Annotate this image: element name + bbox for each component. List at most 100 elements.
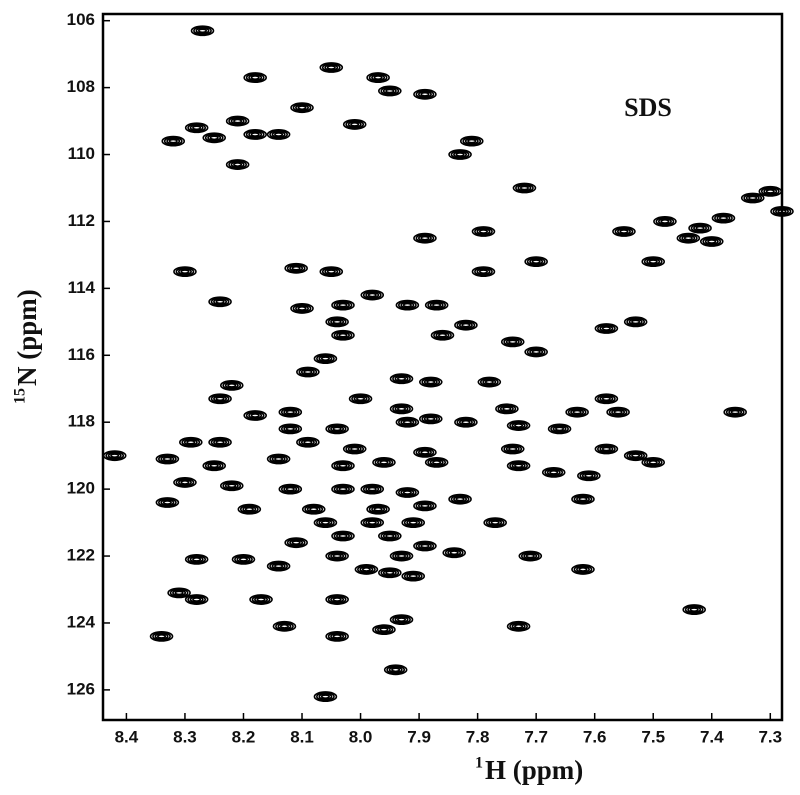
contour-ring <box>453 151 468 158</box>
contour-ring <box>454 319 478 331</box>
contour-ring <box>105 451 125 461</box>
contour-ring <box>500 443 525 455</box>
y-tick-label: 118 <box>68 412 95 431</box>
contour-ring <box>631 319 641 325</box>
contour-ring <box>458 418 473 426</box>
contour-ring <box>420 235 430 241</box>
y-axis-label-sup: 15 <box>12 388 29 404</box>
y-axis-label-group: N (ppm) 15 <box>12 289 43 404</box>
peak <box>102 450 127 462</box>
contour-ring <box>248 74 263 81</box>
contour-ring <box>420 543 430 549</box>
contour-ring <box>716 214 731 222</box>
contour-ring <box>162 456 172 462</box>
peak <box>155 497 180 508</box>
y-axis-label: N (ppm) <box>12 289 42 386</box>
contour-ring <box>361 567 371 572</box>
peak <box>296 366 320 378</box>
contour-ring <box>202 460 227 472</box>
contour-ring <box>415 501 435 511</box>
y-tick-label: 110 <box>68 144 95 163</box>
peak <box>448 493 472 505</box>
contour-ring <box>332 597 342 602</box>
contour-ring <box>325 550 349 562</box>
peak <box>424 299 449 311</box>
peak <box>389 403 414 415</box>
contour-ring <box>286 538 306 548</box>
contour-ring <box>332 553 342 559</box>
contour-ring <box>360 517 385 528</box>
contour-ring <box>285 426 295 432</box>
contour-ring <box>163 136 183 146</box>
contour-ring <box>248 412 263 419</box>
contour-ring <box>331 460 355 472</box>
peak <box>301 503 326 515</box>
peak <box>389 614 414 626</box>
peak <box>243 410 267 421</box>
contour-ring <box>657 218 672 225</box>
contour-ring <box>342 119 367 130</box>
contour-ring <box>394 552 409 560</box>
peak <box>571 564 595 575</box>
contour-ring <box>402 302 412 308</box>
contour-ring <box>180 269 190 275</box>
contour-ring <box>187 595 207 604</box>
x-tick-label: 7.9 <box>407 727 431 746</box>
contour-ring <box>432 459 442 465</box>
peak <box>524 346 548 358</box>
contour-ring <box>723 406 747 418</box>
contour-ring <box>326 269 336 275</box>
contour-ring <box>213 298 228 306</box>
contour-ring <box>500 336 525 348</box>
peak <box>266 560 291 572</box>
contour-ring <box>230 117 245 125</box>
peak <box>278 406 303 418</box>
contour-ring <box>298 437 318 447</box>
contour-ring <box>577 470 601 482</box>
contour-ring <box>415 89 435 99</box>
contour-ring <box>684 605 704 614</box>
contour-ring <box>215 299 225 305</box>
contour-ring <box>448 149 472 160</box>
contour-ring <box>497 404 517 414</box>
contour-ring <box>283 408 298 416</box>
contour-ring <box>471 226 496 237</box>
contour-ring <box>330 318 345 326</box>
contour-ring <box>371 505 386 513</box>
contour-ring <box>351 394 370 404</box>
x-tick-label: 7.4 <box>700 727 724 746</box>
contour-ring <box>244 506 254 512</box>
peak <box>225 115 250 127</box>
contour-ring <box>597 324 616 333</box>
contour-ring <box>524 256 548 268</box>
contour-ring <box>338 486 348 492</box>
peak <box>278 483 303 495</box>
contour-ring <box>324 268 339 276</box>
contour-ring <box>505 338 520 346</box>
contour-ring <box>325 630 349 642</box>
contour-ring <box>306 505 321 513</box>
contour-ring <box>248 131 263 138</box>
contour-ring <box>189 124 204 132</box>
contour-ring <box>333 531 353 541</box>
peak <box>219 480 244 492</box>
peak <box>506 460 531 472</box>
contour-ring <box>702 237 722 246</box>
contour-ring <box>156 633 167 639</box>
peak <box>272 620 297 632</box>
contour-ring <box>477 376 502 388</box>
peak <box>413 500 437 512</box>
peak <box>594 323 619 334</box>
contour-ring <box>181 437 201 447</box>
contour-ring <box>360 289 385 301</box>
contour-ring <box>298 367 318 377</box>
contour-ring <box>503 337 523 347</box>
peak <box>325 594 349 605</box>
contour-ring <box>395 299 420 311</box>
contour-ring <box>338 463 348 469</box>
contour-ring <box>269 454 288 464</box>
contour-ring <box>718 215 729 221</box>
contour-ring <box>517 184 532 192</box>
contour-ring <box>579 471 599 481</box>
contour-ring <box>320 356 330 361</box>
